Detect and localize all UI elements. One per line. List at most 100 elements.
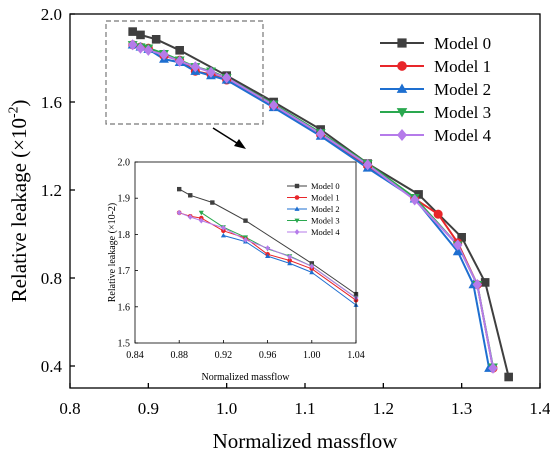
main-legend-label-0: Model 0 bbox=[434, 34, 491, 53]
main-x-tick-label-5: 1.3 bbox=[451, 399, 472, 418]
inset-data-point-2-2 bbox=[265, 253, 271, 258]
inset-legend-marker-4 bbox=[294, 229, 300, 235]
inset-data-point-3-0 bbox=[198, 210, 204, 216]
inset-y-tick-label-1: 1.6 bbox=[118, 302, 131, 313]
zoom-arrow-head bbox=[234, 139, 246, 149]
inset-data-point-4-7 bbox=[309, 263, 315, 270]
inset-y-axis-label: Relative leakage (×10-2) bbox=[107, 203, 118, 302]
main-data-point-4-4 bbox=[174, 55, 185, 67]
main-data-point-1-12 bbox=[433, 209, 443, 219]
inset-x-tick-label-0: 0.84 bbox=[126, 350, 144, 361]
inset-legend-label-1: Model 1 bbox=[311, 192, 340, 202]
main-data-point-4-13 bbox=[472, 279, 483, 291]
main-data-point-4-3 bbox=[159, 49, 169, 61]
main-data-point-4-9 bbox=[315, 128, 326, 140]
main-legend-marker-0 bbox=[397, 38, 407, 48]
main-legend-marker-4 bbox=[396, 129, 408, 141]
main-data-point-4-10 bbox=[362, 159, 373, 171]
main-y-tick-label-1: 0.8 bbox=[41, 269, 62, 288]
main-data-point-4-6 bbox=[206, 66, 216, 78]
inset-data-point-2-3 bbox=[287, 260, 293, 266]
inset-data-point-4-0 bbox=[176, 209, 182, 216]
main-data-point-0-0 bbox=[128, 27, 137, 36]
main-x-axis-label: Normalized massflow bbox=[213, 429, 399, 453]
inset-y-tick-label-4: 1.9 bbox=[118, 194, 131, 205]
inset-data-point-4-5 bbox=[265, 245, 271, 252]
main-legend-marker-2 bbox=[396, 83, 408, 93]
inset-x-tick-label-3: 0.96 bbox=[259, 350, 277, 361]
inset-data-point-0-3 bbox=[243, 218, 248, 223]
main-legend-marker-1 bbox=[397, 61, 407, 71]
inset-data-point-0-0 bbox=[177, 186, 182, 192]
main-x-tick-label-3: 1.1 bbox=[294, 399, 315, 418]
inset-data-point-4-4 bbox=[243, 236, 248, 243]
main-data-point-0-2 bbox=[151, 35, 161, 44]
inset-data-point-4-6 bbox=[287, 253, 293, 260]
inset-plot-frame bbox=[134, 161, 357, 344]
inset-data-point-4-3 bbox=[220, 225, 226, 231]
inset-x-tick-label-2: 0.92 bbox=[215, 350, 233, 361]
inset-data-point-0-1 bbox=[188, 193, 193, 198]
main-x-tick-label-6: 1.4 bbox=[529, 399, 550, 418]
main-legend-label-1: Model 1 bbox=[434, 57, 491, 76]
main-y-tick-label-3: 1.6 bbox=[41, 93, 62, 112]
main-legend-label-4: Model 4 bbox=[434, 126, 492, 145]
main-data-point-4-0 bbox=[127, 39, 138, 51]
inset-data-point-1-3 bbox=[221, 228, 226, 234]
main-data-point-4-7 bbox=[221, 72, 232, 84]
inset-y-tick-label-2: 1.7 bbox=[118, 266, 131, 277]
inset-data-point-0-2 bbox=[210, 200, 215, 205]
inset-legend-label-2: Model 2 bbox=[311, 204, 340, 214]
main-data-point-0-9 bbox=[457, 233, 466, 242]
inset-data-point-1-6 bbox=[287, 258, 293, 263]
inset-x-tick-label-1: 0.88 bbox=[170, 350, 188, 361]
main-data-point-0-10 bbox=[480, 278, 490, 287]
inset-data-point-0-4 bbox=[309, 261, 314, 266]
inset-series-line-2 bbox=[223, 235, 357, 306]
inset-chart: 0.84 0.88 0.92 0.96 1.00 1.04 1.5 1.6 1.7 1.8 1.9 2… bbox=[107, 158, 365, 384]
inset-legend-label-3: Model 3 bbox=[311, 215, 340, 225]
main-data-point-4-14 bbox=[488, 362, 498, 374]
inset-legend-label-0: Model 0 bbox=[311, 181, 340, 191]
main-y-tick-label-2: 1.2 bbox=[41, 181, 62, 200]
main-data-point-4-12 bbox=[453, 239, 463, 251]
inset-legend-marker-3 bbox=[294, 218, 300, 224]
inset-y-tick-label-3: 1.8 bbox=[118, 230, 131, 241]
main-legend-marker-3 bbox=[396, 108, 408, 118]
main-data-point-4-1 bbox=[135, 42, 146, 54]
main-data-point-4-11 bbox=[409, 194, 420, 206]
main-x-tick-label-0: 0.8 bbox=[59, 399, 80, 418]
main-x-tick-label-2: 1.0 bbox=[216, 399, 237, 418]
main-data-point-4-5 bbox=[190, 61, 201, 73]
zoom-arrow-shaft bbox=[212, 127, 241, 146]
main-data-point-0-3 bbox=[175, 46, 184, 55]
main-y-tick-label-0: 0.4 bbox=[41, 357, 63, 376]
inset-x-tick-label-4: 1.00 bbox=[303, 350, 321, 361]
inset-y-tick-label-5: 2.0 bbox=[118, 158, 131, 169]
main-y-tick-label-4: 2.0 bbox=[41, 5, 62, 24]
inset-x-tick-label-5: 1.04 bbox=[347, 350, 365, 361]
inset-legend-label-4: Model 4 bbox=[311, 227, 340, 237]
inset-x-axis-label: Normalized massflow bbox=[201, 372, 290, 383]
inset-legend-marker-0 bbox=[294, 183, 300, 189]
main-y-axis-label: Relative leakage (×10-2) bbox=[6, 100, 31, 303]
inset-legend-marker-2 bbox=[294, 206, 300, 211]
main-legend: Model 0 Model 1 Model 2 Model 3 Model 4 bbox=[378, 33, 496, 145]
main-data-point-4-8 bbox=[268, 99, 279, 111]
main-legend-label-3: Model 3 bbox=[434, 103, 491, 122]
main-x-tick-label-4: 1.2 bbox=[373, 399, 394, 418]
main-data-point-4-2 bbox=[143, 44, 154, 56]
zoom-region-box bbox=[105, 20, 264, 125]
main-data-point-2-12 bbox=[452, 246, 463, 256]
inset-y-tick-label-0: 1.5 bbox=[118, 339, 131, 350]
inset-legend-marker-1 bbox=[294, 195, 300, 200]
main-data-point-0-1 bbox=[136, 30, 145, 40]
inset-data-point-4-2 bbox=[198, 217, 204, 224]
inset-data-point-2-4 bbox=[309, 269, 315, 275]
main-data-point-0-11 bbox=[504, 372, 513, 382]
main-legend-label-2: Model 2 bbox=[434, 80, 491, 99]
inset-data-point-2-0 bbox=[220, 232, 226, 238]
main-chart: 0.8 0.9 1.0 1.1 1.2 1.3 1.4 0.4 0.8 1.2 1.6 2.0 Norm… bbox=[6, 5, 550, 453]
